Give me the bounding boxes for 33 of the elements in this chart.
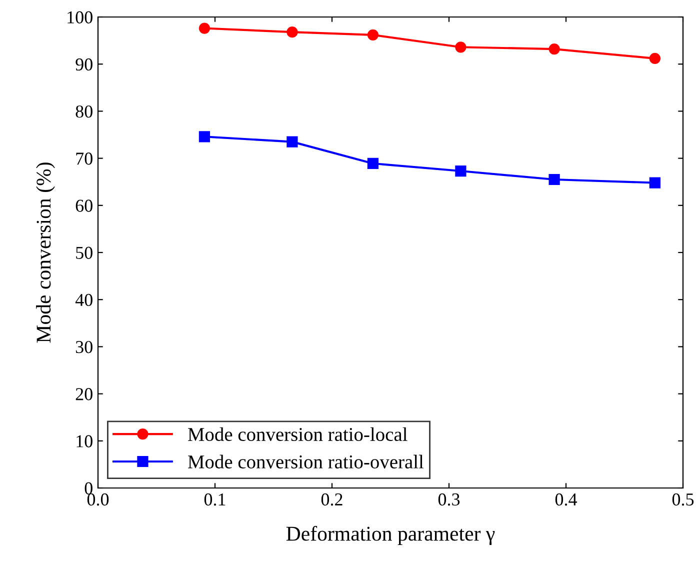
point: [455, 165, 466, 177]
point: [286, 26, 298, 38]
point: [286, 136, 298, 148]
y-tick-label: 10: [76, 435, 92, 448]
x-tick-label: 0.3: [438, 493, 460, 506]
point: [649, 177, 660, 188]
point: [367, 158, 379, 170]
y-tick-label: 100: [68, 11, 92, 24]
legend-label: Mode conversion ratio-overall: [188, 454, 424, 468]
point: [198, 22, 210, 34]
y-tick-label: 90: [76, 58, 92, 71]
point: [649, 52, 660, 64]
y-tick-label: 60: [76, 200, 92, 212]
y-tick-label: 0: [84, 482, 92, 494]
y-tick-label: 80: [76, 105, 92, 118]
x-tick-label: 0.1: [204, 493, 226, 506]
y-tick-label: 20: [76, 388, 92, 400]
point: [198, 131, 210, 142]
x-tick-label: 0.2: [321, 493, 342, 506]
point: [548, 43, 560, 55]
x-axis-title: Deformation parameter γ: [286, 526, 495, 546]
y-axis-title: Mode conversion (%): [36, 162, 55, 343]
point: [367, 29, 379, 40]
x-tick-label: 0.5: [672, 493, 694, 506]
y-tick-label: 30: [76, 340, 92, 354]
x-tick-label: 0.0: [87, 493, 109, 506]
point: [548, 174, 560, 186]
point: [455, 42, 466, 53]
y-tick-label: 50: [76, 246, 92, 259]
legend-label: Mode conversion ratio-local: [188, 427, 408, 442]
y-tick-label: 70: [76, 152, 92, 165]
y-tick-label: 40: [75, 294, 92, 306]
x-tick-label: 0.4: [555, 493, 578, 506]
